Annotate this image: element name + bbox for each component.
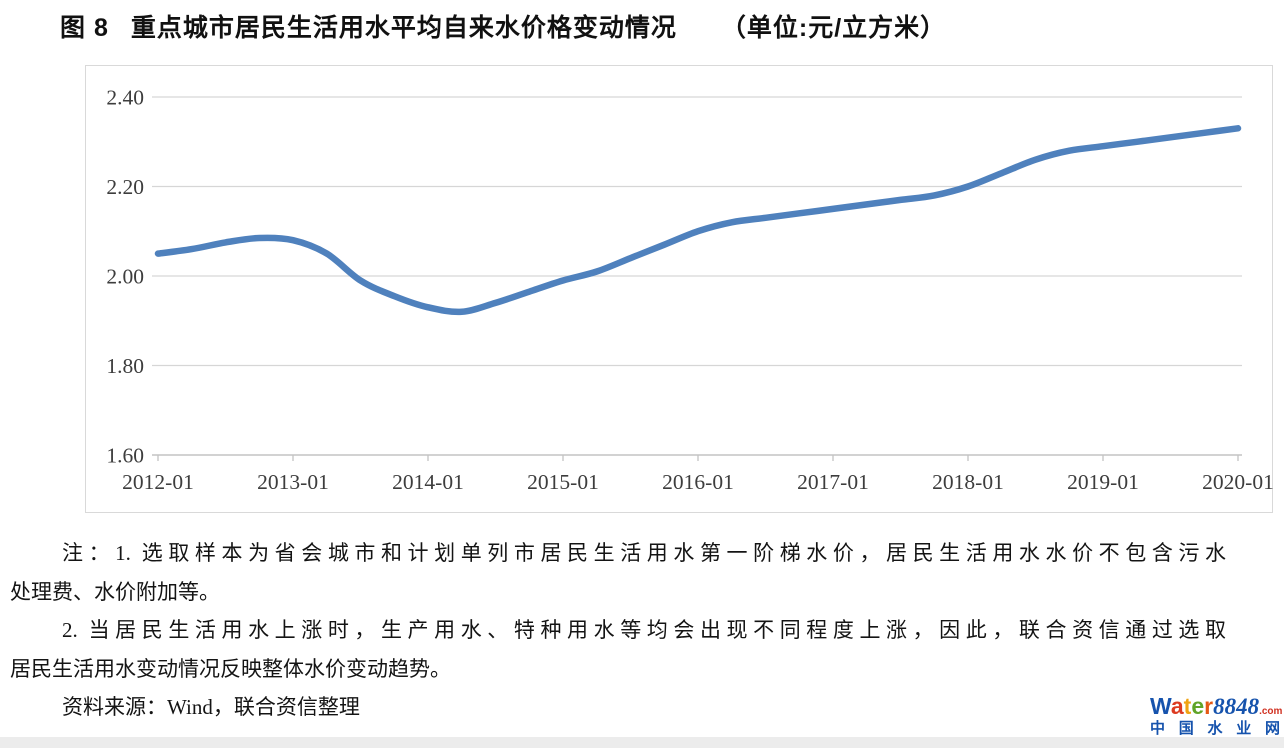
logo-letter: r [1204, 693, 1214, 719]
logo-letter: W [1150, 693, 1171, 719]
logo-subtitle-char: 国 [1178, 720, 1194, 737]
y-axis-labels: 2.40 2.20 2.00 1.80 1.60 [106, 86, 144, 468]
logo-wordmark: Water8848.com [1150, 694, 1283, 719]
y-tick-label: 1.60 [106, 444, 144, 468]
y-tick-label: 2.20 [106, 175, 144, 199]
x-tick-label: 2014-01 [392, 470, 464, 494]
figure-number-label: 图 8 [60, 14, 109, 42]
y-tick-label: 1.80 [106, 354, 144, 378]
y-tick-label: 2.00 [106, 265, 144, 289]
logo-subtitle-char: 水 [1207, 720, 1223, 737]
note-line: 居民生活用水变动情况反映整体水价变动趋势。 [10, 656, 451, 681]
x-tick-label: 2013-01 [257, 470, 329, 494]
logo-letter: t [1183, 693, 1192, 719]
gridlines [152, 96, 1242, 367]
figure-notes: 注：1. 选取样本为省会城市和计划单列市居民生活用水第一阶梯水价，居民生活用水水… [10, 534, 1226, 727]
logo-tld: .com [1259, 706, 1283, 717]
chart-border [85, 65, 1273, 513]
figure-unit-label: （单位:元/立方米） [720, 14, 947, 42]
price-line [154, 125, 1242, 316]
x-tick-label: 2020-01 [1202, 470, 1273, 494]
x-axis-ticks [157, 455, 1239, 461]
x-tick-label: 2016-01 [662, 470, 734, 494]
figure-title-text: 重点城市居民生活用水平均自来水价格变动情况 [130, 14, 677, 42]
logo-subtitle-char: 中 [1150, 720, 1166, 737]
chart-container: 2.40 2.20 2.00 1.80 1.60 2012-01 2013-01… [85, 65, 1273, 513]
logo-letter: a [1170, 693, 1184, 719]
x-tick-label: 2012-01 [122, 470, 194, 494]
logo-letter: e [1191, 693, 1205, 719]
logo-subtitle-char: 网 [1264, 720, 1280, 737]
x-tick-label: 2019-01 [1067, 470, 1139, 494]
note-line: 处理费、水价附加等。 [10, 579, 220, 604]
note-line: 2. 当居民生活用水上涨时，生产用水、特种用水等均会出现不同程度上涨，因此，联合… [62, 618, 1226, 642]
logo-subtitle: 中国水业网 [1150, 721, 1280, 736]
water8848-logo: Water8848.com 中国水业网 [1150, 694, 1283, 737]
x-tick-label: 2015-01 [527, 470, 599, 494]
y-tick-label: 2.40 [106, 86, 144, 110]
figure-title: 图 8 重点城市居民生活用水平均自来水价格变动情况 （单位:元/立方米） [60, 8, 946, 44]
x-tick-label: 2018-01 [932, 470, 1004, 494]
bottom-edge-band [0, 737, 1284, 748]
source-line: 资料来源：Wind，联合资信整理 [62, 695, 360, 719]
logo-number: 8848 [1213, 694, 1260, 719]
logo-subtitle-char: 业 [1236, 720, 1252, 737]
logo-word-letters: Water [1150, 695, 1213, 718]
x-axis-labels: 2012-01 2013-01 2014-01 2015-01 2016-01 … [122, 470, 1273, 494]
price-line-chart: 2.40 2.20 2.00 1.80 1.60 2012-01 2013-01… [85, 65, 1273, 513]
note-line: 注：1. 选取样本为省会城市和计划单列市居民生活用水第一阶梯水价，居民生活用水水… [62, 541, 1226, 565]
x-tick-label: 2017-01 [797, 470, 869, 494]
